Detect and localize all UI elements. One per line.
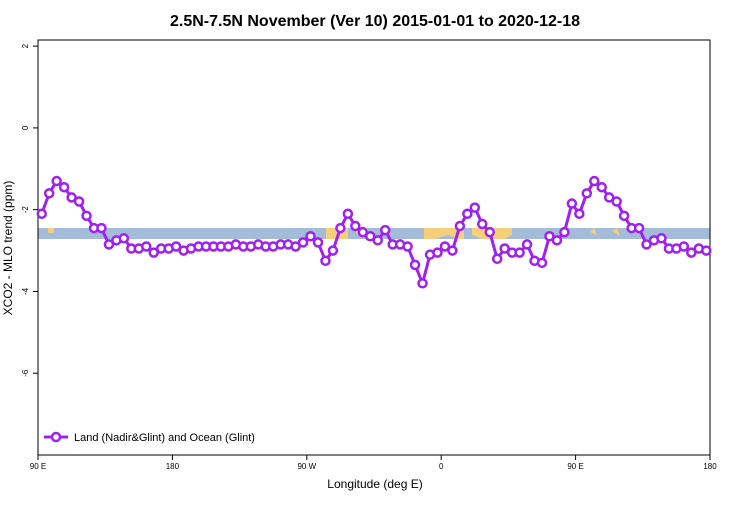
data-point: [484, 226, 495, 238]
data-point: [596, 181, 607, 193]
data-point: [357, 226, 369, 238]
data-point: [365, 231, 376, 242]
data-point: [148, 247, 159, 258]
x-tick-label: 90 W: [297, 462, 316, 471]
data-point: [686, 247, 697, 258]
data-point: [618, 210, 630, 222]
data-point: [290, 241, 301, 252]
data-point: [379, 224, 391, 236]
y-tick-label: -2: [21, 206, 30, 214]
data-point: [170, 241, 182, 252]
data-point: [641, 239, 652, 250]
data-point: [350, 220, 361, 232]
x-tick-label: 0: [439, 462, 444, 471]
data-point: [454, 220, 466, 232]
y-tick-label: -4: [21, 287, 30, 295]
chart-title: 2.5N-7.5N November (Ver 10) 2015-01-01 t…: [170, 13, 580, 30]
x-tick-label: 90 E: [30, 462, 46, 471]
data-point: [469, 202, 481, 213]
data-point: [417, 278, 428, 289]
data-point: [141, 241, 152, 252]
x-axis-label: Longitude (deg E): [327, 477, 422, 491]
data-point: [372, 235, 383, 246]
y-tick-label: -6: [21, 369, 30, 377]
data-point: [335, 222, 346, 234]
data-point: [477, 218, 488, 230]
data-point: [36, 208, 47, 220]
data-point: [544, 231, 555, 242]
data-point: [305, 231, 316, 242]
data-point: [103, 239, 115, 250]
data-point: [402, 241, 413, 252]
data-point: [312, 237, 324, 248]
data-point: [491, 253, 503, 264]
data-point: [409, 259, 421, 271]
data-point: [559, 226, 570, 238]
data-point: [656, 233, 667, 244]
data-point: [297, 237, 309, 248]
x-tick-label: 180: [703, 462, 717, 471]
data-point: [342, 208, 354, 220]
data-point: [521, 239, 533, 250]
data-point: [58, 181, 70, 193]
data-point: [574, 208, 585, 220]
data-point: [118, 233, 130, 244]
data-point: [66, 192, 77, 203]
data-point: [603, 192, 615, 203]
data-point: [566, 198, 578, 209]
legend-label: Land (Nadir&Glint) and Ocean (Glint): [74, 432, 255, 444]
data-point: [320, 255, 331, 267]
data-point: [462, 208, 473, 220]
data-point: [327, 245, 339, 256]
data-point: [678, 241, 690, 252]
data-point: [499, 243, 510, 254]
y-tick-label: 2: [21, 43, 30, 48]
data-point: [536, 257, 548, 269]
data-point: [432, 247, 443, 258]
x-tick-label: 180: [166, 462, 180, 471]
data-point: [73, 196, 85, 207]
series: [36, 175, 712, 289]
land-patch: [48, 228, 620, 239]
x-tick-label: 90 E: [567, 462, 583, 471]
data-point: [633, 222, 645, 234]
data-point: [81, 210, 92, 222]
data-point: [514, 247, 525, 258]
data-point: [51, 175, 62, 187]
data-point: [611, 196, 622, 207]
data-point: [701, 245, 712, 256]
y-tick-label: 0: [21, 125, 30, 130]
data-point: [43, 188, 55, 199]
data-point: [589, 175, 600, 187]
legend-marker: [50, 431, 62, 443]
data-point: [551, 235, 563, 246]
data-point: [96, 222, 107, 234]
data-point: [447, 245, 458, 256]
data-point: [439, 241, 451, 252]
y-axis-label: XCO2 - MLO trend (ppm): [1, 181, 15, 316]
data-point: [581, 188, 593, 199]
